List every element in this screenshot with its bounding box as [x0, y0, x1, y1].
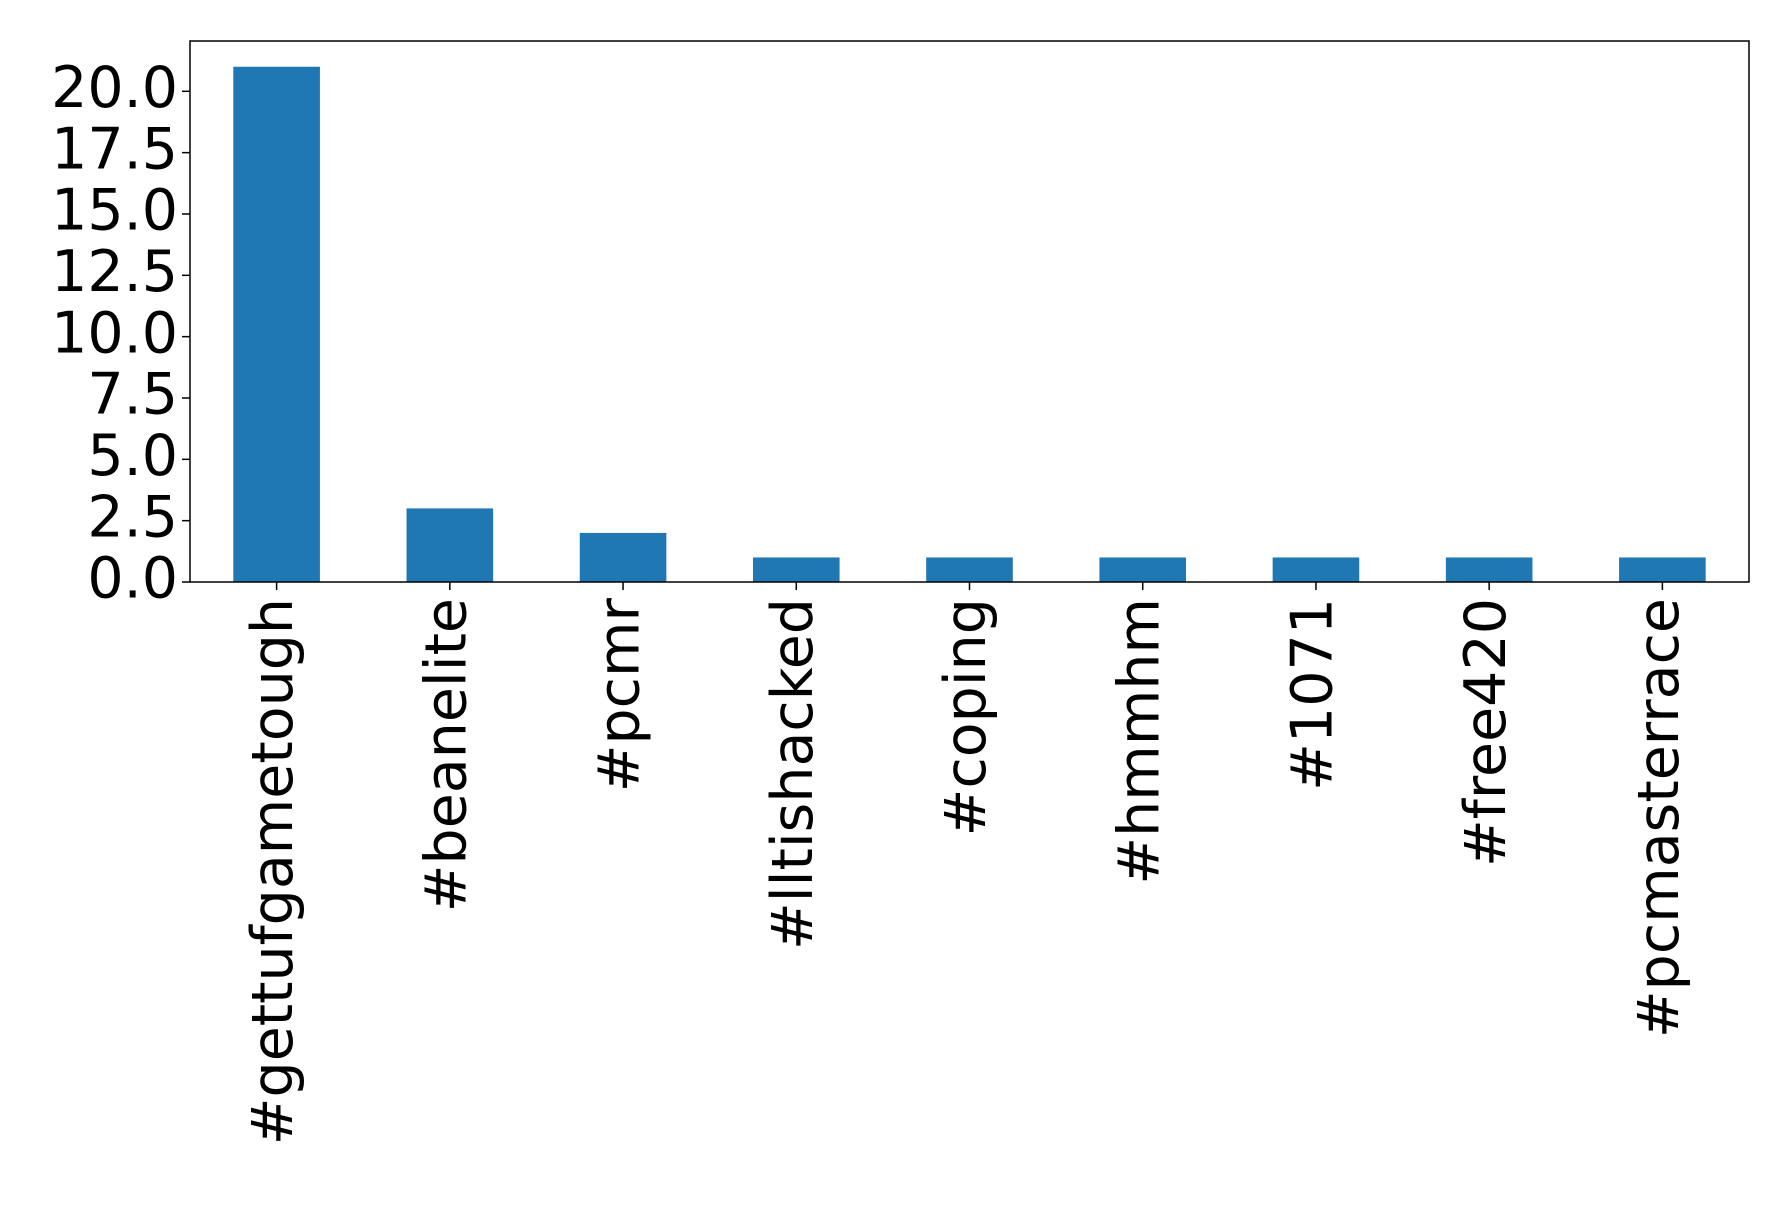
- y-tick-label: 17.5: [51, 116, 178, 182]
- x-tick-label: #pcmr: [587, 597, 653, 792]
- x-tick-label: #coping: [933, 598, 999, 836]
- x-tick-label: #lltishacked: [760, 598, 826, 950]
- bar: [406, 508, 494, 582]
- x-tick-label: #gettufgametough: [240, 598, 306, 1145]
- x-tick-label: #beanelite: [413, 598, 479, 912]
- bar: [1619, 557, 1706, 582]
- y-tick-label: 7.5: [87, 362, 178, 428]
- bar: [1272, 557, 1360, 582]
- bar: [579, 532, 667, 582]
- y-tick-label: 20.0: [51, 55, 178, 121]
- y-tick-label: 0.0: [87, 546, 178, 612]
- bar: [1099, 557, 1187, 582]
- x-tick-label: #1071: [1280, 598, 1346, 791]
- y-tick-label: 12.5: [51, 239, 178, 305]
- y-tick-label: 5.0: [87, 423, 178, 489]
- y-tick-label: 10.0: [51, 300, 178, 366]
- y-tick-label: 2.5: [87, 484, 178, 550]
- y-tick-label: 15.0: [51, 178, 178, 244]
- x-tick-label: #hmmhm: [1106, 598, 1172, 885]
- bar: [752, 557, 840, 582]
- bar: [926, 557, 1013, 582]
- plot-frame: [189, 40, 1750, 583]
- x-tick-label: #free420: [1453, 598, 1519, 867]
- bar: [233, 66, 320, 582]
- bar: [1445, 557, 1533, 582]
- x-tick-label: #pcmasterrace: [1626, 598, 1692, 1038]
